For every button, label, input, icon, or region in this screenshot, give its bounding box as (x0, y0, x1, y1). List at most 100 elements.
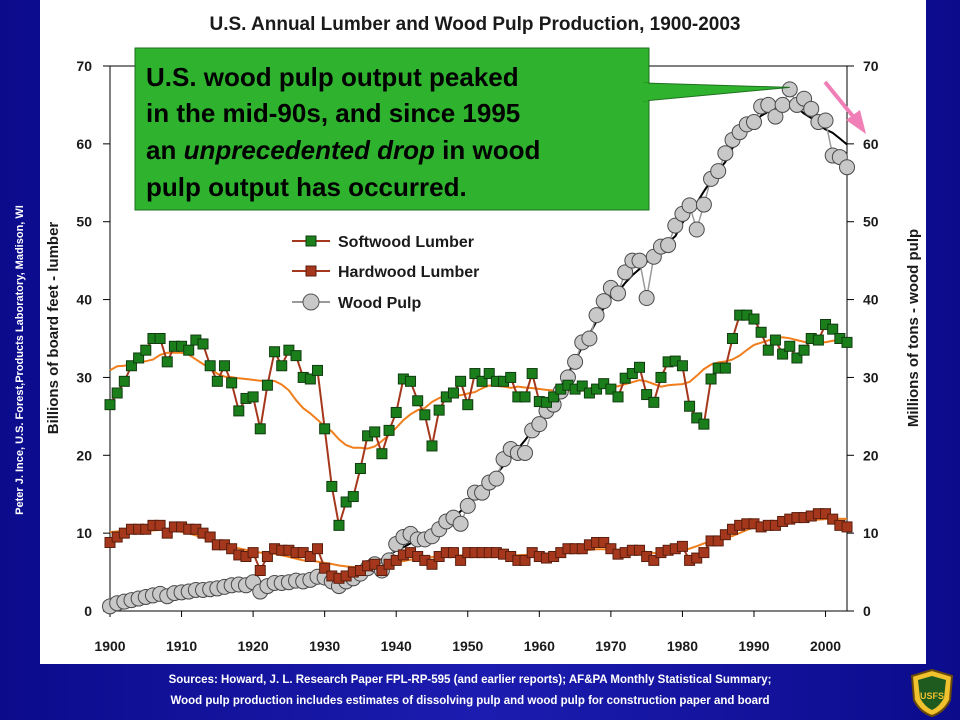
callout-line-3: an unprecedented drop in wood (146, 135, 540, 165)
softwood-point (211, 375, 223, 387)
hardwood-point (455, 554, 467, 566)
softwood-point (705, 373, 717, 385)
softwood-point (154, 333, 166, 344)
wood-pulp-point (631, 252, 648, 269)
softwood-point (140, 344, 152, 356)
wood-pulp-point (588, 307, 605, 324)
softwood-point (183, 344, 195, 356)
y-tick-label-right: 50 (863, 214, 879, 230)
wood-pulp-point (667, 217, 684, 234)
hardwood-point (154, 519, 166, 531)
legend-hardwood-marker (305, 265, 317, 277)
wood-pulp-point (660, 237, 677, 254)
softwood-point (727, 333, 739, 344)
softwood-point (641, 389, 653, 401)
wood-pulp-point (531, 416, 548, 433)
hardwood-point (698, 547, 710, 559)
softwood-trend-line (109, 336, 848, 450)
wood-pulp-point (774, 96, 791, 113)
softwood-point (276, 360, 288, 372)
y-tick-label-right: 10 (863, 525, 879, 541)
softwood-point (762, 344, 774, 356)
down-arrow-shaft (823, 80, 858, 122)
x-tick-label: 1960 (524, 638, 555, 654)
y-tick-label-right: 30 (863, 369, 879, 385)
softwood-point (204, 360, 216, 372)
hardwood-point (369, 558, 381, 570)
softwood-point (304, 373, 316, 385)
wood-pulp-point (839, 159, 855, 176)
wood-pulp-point (595, 293, 612, 310)
softwood-point (312, 364, 324, 376)
hardwood-point (648, 554, 660, 566)
softwood-point (405, 375, 417, 387)
softwood-point (383, 424, 395, 436)
y-tick-label-right: 40 (863, 292, 879, 308)
softwood-point (691, 412, 703, 424)
hardwood-point (254, 565, 266, 577)
wood-pulp-point (688, 221, 705, 238)
wood-pulp-point (488, 470, 505, 487)
y-tick-label-left: 30 (76, 369, 92, 385)
x-tick-label: 1940 (381, 638, 412, 654)
wood-pulp-point (681, 197, 698, 214)
x-tick-label: 1980 (667, 638, 698, 654)
forest-service-shield-icon: USFS (910, 668, 954, 718)
softwood-point (719, 362, 731, 374)
wood-pulp-point (695, 196, 712, 213)
hardwood-point (633, 544, 645, 556)
softwood-point (605, 383, 617, 395)
softwood-point (791, 352, 803, 364)
legend-pulp-label: Wood Pulp (338, 295, 421, 312)
wood-pulp-point (610, 285, 627, 302)
x-tick-label: 1910 (166, 638, 197, 654)
sources-line-2: Wood pulp production includes estimates … (170, 695, 770, 707)
hardwood-point (261, 551, 273, 562)
y-tick-label-left: 60 (76, 136, 92, 152)
hardwood-point (598, 536, 610, 548)
softwood-point (784, 340, 796, 352)
axes-group: 0 0 10 10 20 20 30 30 40 40 50 50 60 60 70 70 1900 1910 19… (76, 58, 878, 654)
wood-pulp-point (617, 264, 634, 281)
softwood-point (433, 404, 445, 416)
hardwood-point (304, 551, 316, 562)
softwood-point (827, 323, 839, 335)
softwood-point (118, 375, 130, 387)
softwood-point (426, 440, 438, 452)
softwood-point (462, 399, 474, 411)
softwood-point (777, 348, 789, 360)
y-tick-label-right: 70 (863, 58, 879, 74)
sources-note: Sources: Howard, J. L. Research Paper FP… (40, 670, 900, 712)
softwood-point (261, 379, 273, 391)
callout-pointer-join (642, 83, 648, 101)
softwood-point (104, 399, 116, 411)
hardwood-point (447, 547, 459, 559)
legend: Softwood Lumber Hardwood Lumber Wood Pul… (274, 224, 539, 318)
callout-line-1: U.S. wood pulp output peaked (146, 62, 519, 92)
callout-line-3-pre: an (146, 135, 184, 165)
hardwood-point (247, 547, 259, 559)
softwood-point (798, 344, 810, 356)
softwood-point (519, 391, 531, 403)
softwood-point (476, 375, 488, 387)
softwood-point (347, 491, 359, 503)
wood-pulp-point (745, 114, 762, 131)
softwood-point (698, 418, 710, 430)
callout-line-3-emph: unprecedented drop (184, 135, 435, 165)
softwood-point (576, 380, 588, 392)
softwood-point (247, 391, 259, 403)
softwood-point (133, 352, 145, 364)
softwood-point (655, 371, 667, 383)
callout-line-2: in the mid-90s, and since 1995 (146, 98, 520, 128)
legend-softwood-marker (305, 235, 317, 247)
softwood-point (369, 426, 381, 438)
softwood-point (218, 360, 230, 372)
legend-item-pulp: Wood Pulp (292, 293, 421, 312)
wood-pulp-point (710, 163, 727, 180)
callout-line-4: pulp output has occurred. (146, 172, 467, 202)
y-tick-label-left: 40 (76, 292, 92, 308)
x-tick-label: 1920 (238, 638, 269, 654)
softwood-point (626, 368, 638, 380)
softwood-point (354, 463, 366, 475)
